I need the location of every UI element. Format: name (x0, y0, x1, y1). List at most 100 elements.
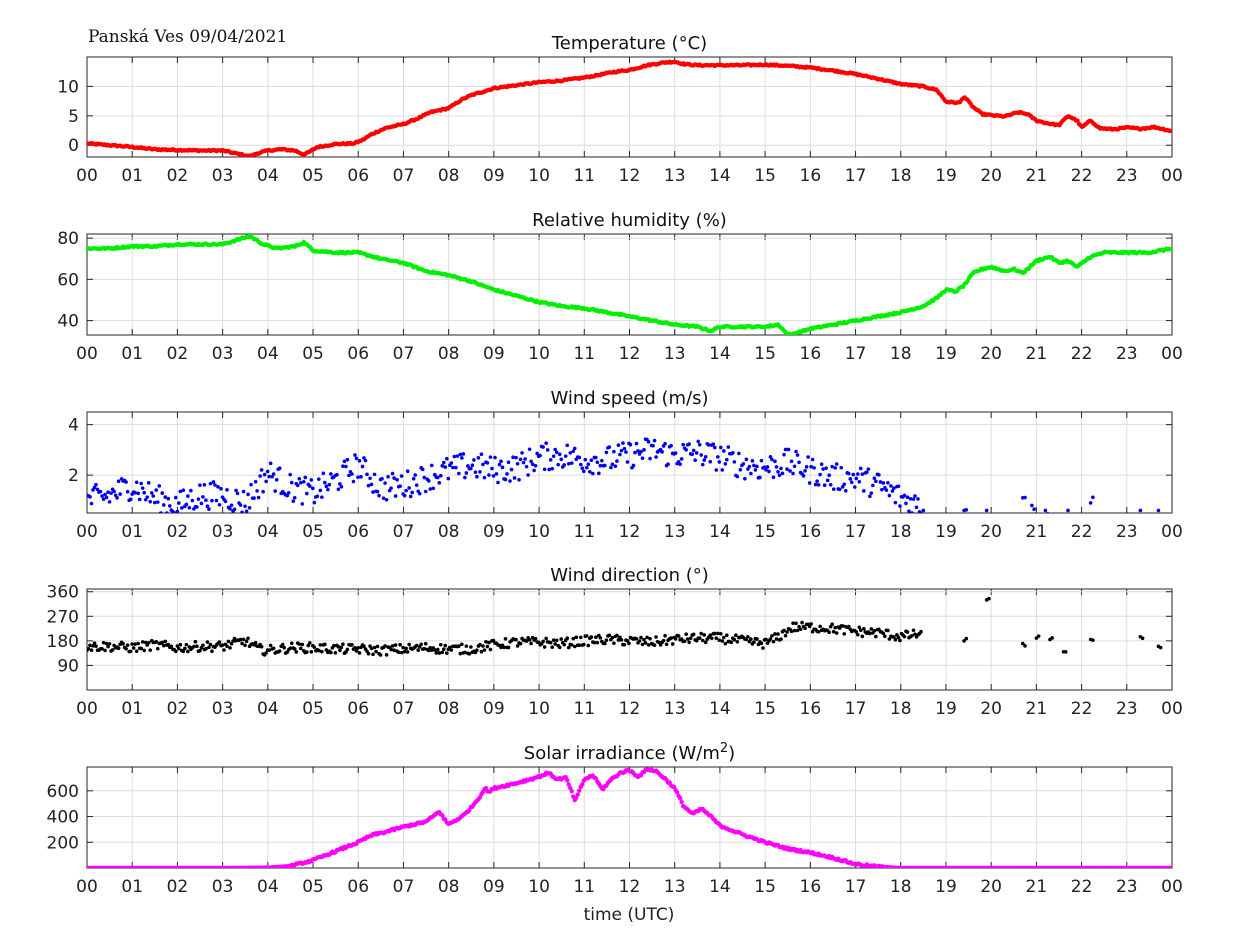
data-point (186, 649, 190, 654)
data-point (432, 648, 437, 652)
data-point (160, 640, 165, 645)
data-point (581, 642, 586, 647)
x-tick-label: 22 (1071, 166, 1093, 186)
data-point (816, 483, 821, 487)
data-point (1168, 865, 1172, 868)
x-tick-label: 15 (754, 877, 776, 897)
data-point (362, 644, 366, 649)
data-point (441, 647, 446, 651)
data-point (458, 651, 463, 656)
data-point (220, 643, 225, 647)
data-point (500, 465, 505, 470)
data-point (451, 465, 455, 470)
data-point (761, 646, 765, 650)
data-point (267, 474, 271, 479)
data-point (128, 649, 133, 654)
data-point (94, 482, 98, 487)
x-tick-label: 01 (121, 522, 143, 542)
data-point (205, 640, 210, 644)
data-point (842, 632, 847, 636)
data-point (229, 503, 234, 508)
data-point (89, 501, 94, 506)
data-point (687, 442, 691, 446)
data-point (521, 460, 526, 465)
data-point (407, 642, 411, 647)
data-point (308, 641, 312, 645)
data-point (240, 510, 244, 513)
data-point (642, 637, 646, 642)
data-point (359, 475, 363, 479)
data-point (782, 628, 786, 633)
data-point (782, 452, 786, 457)
data-point (550, 645, 554, 649)
x-tick-label: 23 (1116, 166, 1138, 186)
data-point (1063, 650, 1068, 654)
data-point (104, 641, 109, 646)
data-point (791, 621, 795, 626)
data-point (652, 438, 657, 443)
data-point (771, 639, 776, 644)
data-point (353, 646, 357, 650)
data-point (702, 458, 707, 462)
data-point (518, 457, 523, 462)
data-point (523, 457, 527, 461)
data-point (437, 651, 442, 655)
x-tick-label: 02 (167, 166, 189, 186)
data-point (461, 452, 466, 456)
x-tick-label: 05 (302, 522, 324, 542)
data-point (714, 468, 719, 472)
data-point (1168, 128, 1172, 134)
data-point (158, 511, 163, 513)
data-point (292, 647, 297, 651)
data-point (225, 644, 229, 649)
data-point (485, 461, 490, 465)
data-point (594, 455, 598, 460)
data-point (780, 471, 785, 476)
data-point (258, 474, 262, 478)
data-point (700, 462, 705, 467)
data-point (289, 641, 294, 646)
data-point (618, 452, 622, 457)
data-point (767, 469, 771, 474)
data-point (124, 646, 128, 651)
data-point (809, 622, 813, 626)
data-point (277, 466, 282, 471)
data-point (180, 506, 184, 510)
data-point (830, 464, 834, 469)
data-point (868, 631, 872, 636)
data-point (586, 462, 591, 467)
panel-solar: Solar irradiance (W/m2) 00 01 02 03 04 05 06 07 0… (47, 741, 1183, 897)
data-point (711, 442, 716, 446)
data-point (666, 462, 670, 466)
x-tick-label: 21 (1026, 344, 1048, 364)
data-point (849, 480, 854, 485)
data-point (801, 474, 806, 478)
data-point (87, 646, 91, 651)
data-point (189, 488, 193, 493)
data-point (789, 459, 794, 464)
data-point (94, 644, 98, 649)
data-point (815, 479, 819, 483)
data-point (797, 624, 801, 629)
data-point (460, 456, 464, 460)
data-point (329, 650, 333, 655)
data-point (448, 645, 452, 650)
data-point (479, 649, 484, 654)
data-point (244, 509, 249, 513)
data-point (301, 480, 306, 484)
data-point (768, 637, 773, 641)
data-point (469, 466, 473, 471)
data-point (628, 442, 633, 447)
x-tick-label: 22 (1071, 877, 1093, 897)
data-point (375, 644, 380, 649)
data-point (1168, 247, 1172, 252)
data-point (193, 639, 198, 644)
data-point (572, 446, 577, 451)
data-point (773, 632, 777, 636)
data-point (398, 484, 402, 488)
data-point (488, 455, 493, 459)
data-point (715, 455, 720, 459)
data-point (503, 477, 508, 482)
data-point (134, 649, 139, 653)
data-point (648, 636, 652, 641)
